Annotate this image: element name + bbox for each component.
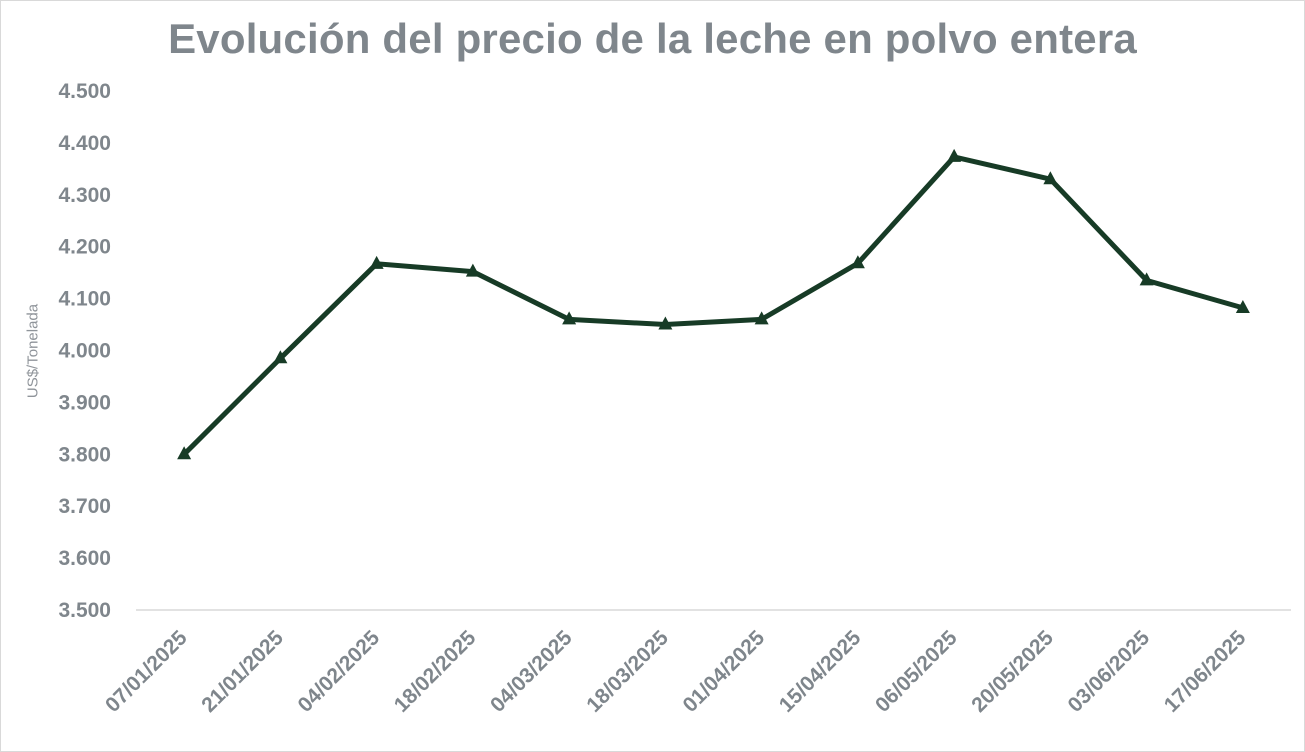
y-tick-label: 4.200: [58, 236, 111, 259]
x-tick-label: 20/05/2025: [967, 626, 1058, 717]
data-point-marker: [1043, 171, 1058, 185]
data-point-marker: [369, 255, 384, 269]
x-tick-label: 04/03/2025: [486, 626, 577, 717]
data-point-marker: [850, 255, 865, 269]
data-point-marker: [1139, 272, 1154, 286]
x-tick-label: 18/02/2025: [390, 626, 481, 717]
data-point-marker: [273, 350, 288, 364]
y-tick-label: 4.500: [58, 80, 111, 103]
y-tick-label: 3.500: [58, 599, 111, 622]
y-axis-ticks: 4.500 4.400 4.300 4.200 4.100 4.000 3.900 3.800…: [58, 80, 111, 622]
x-tick-label: 06/05/2025: [871, 626, 962, 717]
x-tick-label: 21/01/2025: [197, 626, 288, 717]
x-tick-label: 03/06/2025: [1064, 626, 1155, 717]
y-tick-label: 4.100: [58, 288, 111, 311]
y-tick-label: 3.800: [58, 443, 111, 466]
x-tick-label: 07/01/2025: [101, 626, 192, 717]
y-tick-label: 4.000: [58, 340, 111, 363]
y-tick-label: 4.300: [58, 184, 111, 207]
data-point-marker: [658, 316, 673, 330]
x-axis-ticks: 07/01/2025 21/01/2025 04/02/2025 18/02/2025…: [101, 626, 1251, 717]
data-point-marker: [947, 148, 962, 162]
x-tick-label: 17/06/2025: [1160, 626, 1251, 717]
x-tick-label: 01/04/2025: [679, 626, 770, 717]
y-tick-label: 3.700: [58, 495, 111, 518]
data-point-marker: [177, 446, 192, 460]
y-tick-label: 3.600: [58, 547, 111, 570]
x-tick-label: 04/02/2025: [294, 626, 385, 717]
data-point-marker: [754, 311, 769, 325]
data-point-marker: [465, 263, 480, 277]
data-point-marker: [562, 311, 577, 325]
x-tick-label: 18/03/2025: [582, 626, 673, 717]
y-tick-label: 3.900: [58, 391, 111, 414]
y-tick-label: 4.400: [58, 132, 111, 155]
data-point-marker: [1235, 299, 1250, 313]
x-tick-label: 15/04/2025: [775, 626, 866, 717]
chart-title: Evolución del precio de la leche en polv…: [168, 15, 1137, 62]
series-line: [181, 154, 1246, 457]
series-markers: [177, 148, 1250, 460]
